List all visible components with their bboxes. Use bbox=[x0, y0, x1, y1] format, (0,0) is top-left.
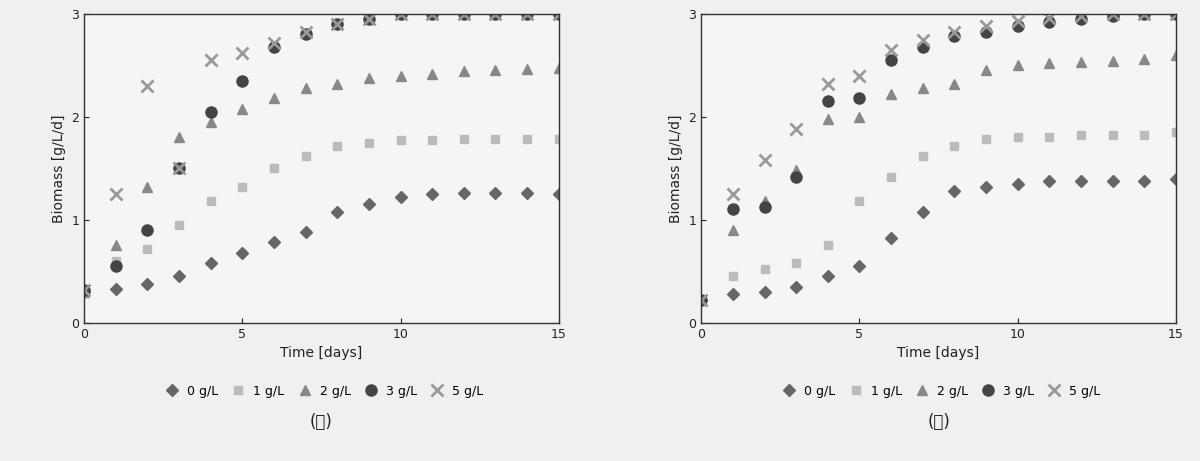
Text: (ａ): (ａ) bbox=[310, 413, 332, 431]
Y-axis label: Biomass [g/L/d]: Biomass [g/L/d] bbox=[668, 114, 683, 223]
Legend: 0 g/L, 1 g/L, 2 g/L, 3 g/L, 5 g/L: 0 g/L, 1 g/L, 2 g/L, 3 g/L, 5 g/L bbox=[776, 384, 1100, 397]
X-axis label: Time [days]: Time [days] bbox=[281, 346, 362, 360]
X-axis label: Time [days]: Time [days] bbox=[898, 346, 979, 360]
Y-axis label: Biomass [g/L/d]: Biomass [g/L/d] bbox=[52, 114, 66, 223]
Legend: 0 g/L, 1 g/L, 2 g/L, 3 g/L, 5 g/L: 0 g/L, 1 g/L, 2 g/L, 3 g/L, 5 g/L bbox=[160, 384, 484, 397]
Text: (ｂ): (ｂ) bbox=[928, 413, 950, 431]
